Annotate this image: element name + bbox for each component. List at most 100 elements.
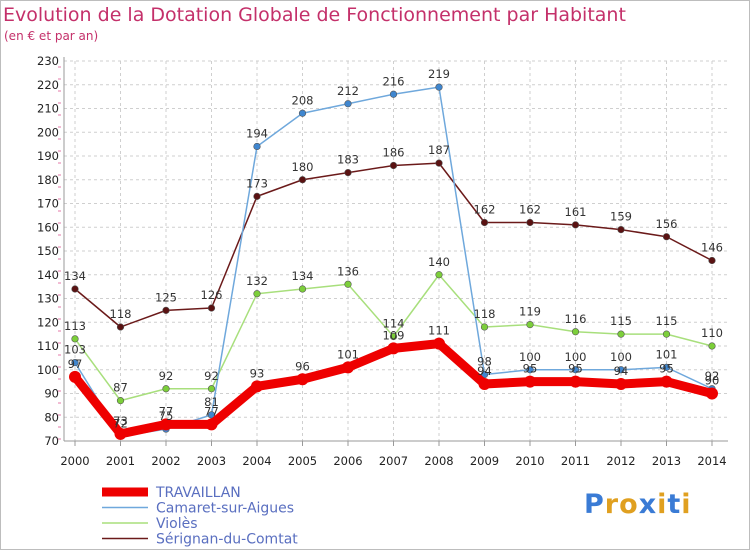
point-TRAVAILLAN: [478, 378, 491, 390]
point-Camaret-sur-Aigues: [71, 359, 79, 367]
point-Camaret-sur-Aigues: [571, 366, 580, 374]
point-Violès: [71, 335, 79, 343]
data-label-TRAVAILLAN: 77: [204, 404, 219, 418]
y-tick-label: 160: [37, 220, 59, 234]
data-label-Violès: 132: [246, 274, 268, 288]
data-label-Violès: 114: [383, 317, 405, 331]
y-tick-label: 70: [44, 434, 59, 448]
data-label-Sérignan-du-Comtat: 146: [701, 241, 723, 255]
point-Sérignan-du-Comtat: [162, 306, 170, 314]
point-Camaret-sur-Aigues: [389, 90, 398, 98]
point-Camaret-sur-Aigues: [480, 370, 489, 379]
point-Sérignan-du-Comtat: [207, 304, 216, 312]
data-label-Sérignan-du-Comtat: 162: [474, 203, 496, 217]
point-Violès: [480, 323, 489, 331]
y-tick-label: 120: [37, 315, 59, 329]
data-label-Sérignan-du-Comtat: 186: [383, 146, 405, 160]
point-TRAVAILLAN: [524, 375, 536, 388]
logo-letter: o: [619, 489, 639, 520]
data-label-Violès: 115: [610, 314, 632, 328]
data-label-Camaret-sur-Aigues: 219: [428, 67, 450, 81]
logo-letter: x: [638, 489, 658, 520]
data-label-Camaret-sur-Aigues: 208: [292, 93, 314, 107]
x-tick-label: 2001: [106, 454, 135, 468]
point-Camaret-sur-Aigues: [207, 411, 216, 419]
point-TRAVAILLAN: [706, 387, 718, 400]
x-tick-label: 2014: [697, 454, 726, 468]
data-label-Camaret-sur-Aigues: 100: [565, 350, 587, 364]
data-label-Violès: 87: [113, 381, 128, 395]
data-label-Violès: 118: [474, 307, 496, 321]
data-label-Camaret-sur-Aigues: 212: [337, 84, 359, 98]
data-label-TRAVAILLAN: 94: [477, 364, 492, 378]
x-tick-label: 2003: [197, 454, 226, 468]
point-Sérignan-du-Comtat: [435, 159, 443, 167]
point-Violès: [708, 342, 716, 350]
y-tick-label: 170: [37, 197, 59, 211]
data-label-Camaret-sur-Aigues: 92: [705, 369, 720, 383]
data-label-TRAVAILLAN: 97: [68, 357, 83, 371]
data-label-TRAVAILLAN: 95: [523, 362, 538, 376]
point-Violès: [435, 271, 443, 279]
point-Violès: [617, 330, 625, 338]
data-label-Camaret-sur-Aigues: 101: [656, 347, 678, 361]
y-tick-label: 180: [37, 173, 59, 187]
point-TRAVAILLAN: [114, 427, 127, 440]
data-label-Camaret-sur-Aigues: 100: [610, 350, 632, 364]
data-label-TRAVAILLAN: 73: [113, 414, 128, 428]
data-label-Sérignan-du-Comtat: 125: [155, 290, 177, 304]
point-Violès: [344, 280, 352, 288]
y-tick-label: 200: [37, 125, 59, 139]
x-tick-label: 2013: [652, 454, 681, 468]
series-layer: [69, 83, 718, 440]
point-Violès: [571, 328, 580, 336]
point-Camaret-sur-Aigues: [253, 142, 261, 151]
point-Sérignan-du-Comtat: [253, 192, 261, 200]
x-tick-label: 2008: [424, 454, 453, 468]
data-label-Camaret-sur-Aigues: 98: [477, 355, 492, 369]
data-label-TRAVAILLAN: 95: [568, 362, 583, 376]
y-tick-label: 230: [37, 54, 59, 68]
data-label-Camaret-sur-Aigues: 100: [519, 350, 541, 364]
y-tick-label: 140: [37, 268, 59, 282]
legend-label-Sérignan-du-Comtat: Sérignan-du-Comtat: [156, 532, 298, 548]
point-TRAVAILLAN: [433, 337, 445, 350]
axes: 7080901001101201301401501601701801902002…: [37, 54, 728, 468]
x-tick-label: 2006: [333, 454, 362, 468]
point-Camaret-sur-Aigues: [298, 109, 307, 117]
point-Violès: [662, 330, 671, 338]
legend-label-Violès: Violès: [156, 516, 198, 532]
point-Sérignan-du-Comtat: [116, 323, 125, 331]
point-Sérignan-du-Comtat: [480, 218, 489, 227]
logo-letter: P: [584, 489, 605, 520]
y-tick-label: 210: [37, 102, 59, 116]
y-tick-label: 130: [37, 292, 59, 306]
point-Sérignan-du-Comtat: [526, 218, 534, 227]
point-Camaret-sur-Aigues: [435, 83, 443, 91]
point-TRAVAILLAN: [251, 380, 263, 393]
point-Camaret-sur-Aigues: [526, 366, 534, 374]
data-label-Camaret-sur-Aigues: 81: [204, 395, 219, 409]
y-tick-label: 80: [44, 410, 59, 424]
data-label-TRAVAILLAN: 101: [337, 347, 359, 361]
data-label-TRAVAILLAN: 94: [614, 364, 629, 378]
data-label-Violès: 92: [204, 369, 219, 383]
chart-subtitle: (en € et par an): [4, 29, 99, 43]
data-label-Violès: 110: [701, 326, 723, 340]
y-tick-label: 90: [44, 387, 59, 401]
data-label-Sérignan-du-Comtat: 126: [201, 288, 223, 302]
data-label-Violès: 136: [337, 264, 359, 278]
data-label-Sérignan-du-Comtat: 162: [519, 203, 541, 217]
point-Camaret-sur-Aigues: [617, 366, 625, 374]
point-TRAVAILLAN: [342, 361, 354, 374]
x-tick-label: 2010: [515, 454, 544, 468]
data-label-Violès: 119: [519, 305, 541, 319]
point-Sérignan-du-Comtat: [389, 161, 398, 170]
point-TRAVAILLAN: [69, 370, 81, 383]
data-label-Sérignan-du-Comtat: 187: [428, 143, 450, 157]
logo-letter: t: [667, 489, 682, 520]
data-label-TRAVAILLAN: 95: [659, 362, 674, 376]
data-label-Sérignan-du-Comtat: 161: [565, 205, 587, 219]
data-labels: 134 118 125 126 173 180 183 186 187 162 162 161 159 1…: [64, 67, 723, 430]
point-TRAVAILLAN: [660, 375, 673, 388]
